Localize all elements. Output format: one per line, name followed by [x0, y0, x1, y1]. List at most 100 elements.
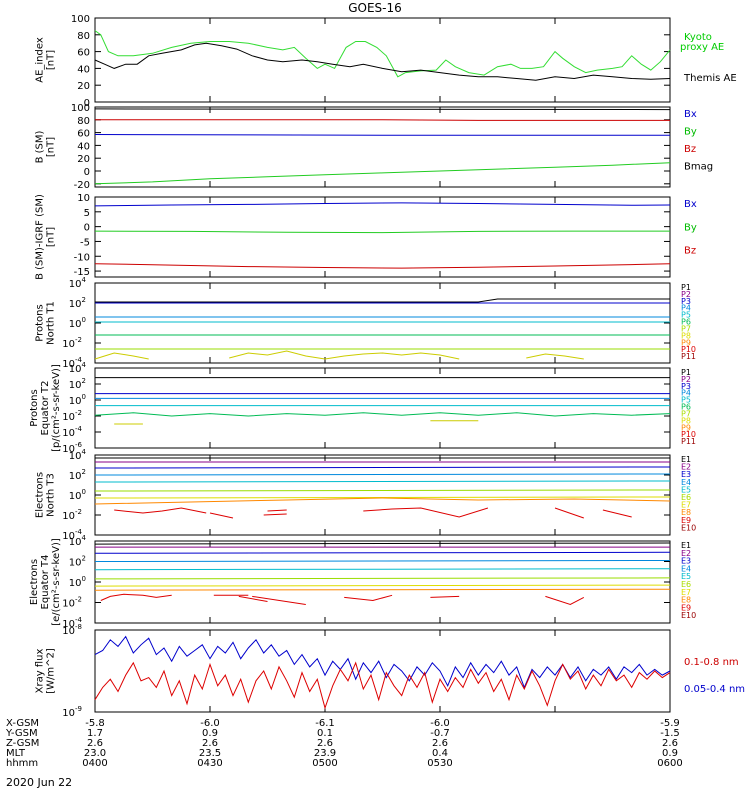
legend-entry: P2: [681, 375, 691, 384]
y-tick-label: 0: [84, 98, 90, 109]
series-line: [94, 661, 671, 710]
x-row-value: 0600: [657, 758, 682, 769]
series-line: [114, 507, 207, 514]
legend-entry: P5: [681, 396, 691, 405]
y-tick-label: -10: [74, 252, 90, 263]
legend-entry: E1: [681, 541, 691, 550]
legend-entry: E5: [681, 485, 691, 494]
legend-entry: Bx: [684, 199, 697, 210]
x-row-value: -1.5: [660, 728, 680, 739]
legend-entry: E5: [681, 572, 691, 581]
y-tick-label: 40: [77, 141, 90, 152]
legend-entry: P9: [681, 423, 691, 432]
y-axis-label: North T1: [46, 301, 57, 345]
legend-entry: P11: [681, 352, 696, 361]
y-tick-label: 100: [69, 575, 86, 589]
legend-entry: By: [684, 127, 697, 138]
y-tick-label: 80: [77, 116, 90, 127]
y-tick-label: 60: [77, 48, 90, 59]
y-tick-label: 0: [84, 223, 90, 234]
series-line: [209, 512, 234, 519]
series-line: [94, 263, 671, 269]
legend-entry: E2: [681, 549, 691, 558]
legend-entry: E6: [681, 580, 691, 589]
series-line: [94, 568, 671, 571]
legend-entry: E2: [681, 463, 691, 472]
legend-entry: E9: [681, 516, 691, 525]
panel-frame: [94, 196, 671, 278]
y-tick-label: 10-2: [62, 336, 82, 350]
y-tick-label: 20: [77, 81, 90, 92]
y-tick-label: 5: [84, 208, 90, 219]
panel-frame: [94, 17, 671, 103]
y-tick-label: -15: [74, 267, 90, 278]
y-tick-label: 102: [69, 468, 86, 482]
y-tick-label: 104: [69, 534, 87, 548]
y-axis-label: [nT]: [46, 227, 57, 247]
x-row-value: 2.6: [202, 738, 218, 749]
x-row-value: 0530: [427, 758, 452, 769]
series-line: [94, 42, 671, 81]
legend-entry: Bmag: [684, 162, 713, 173]
x-row-value: -6.0: [430, 718, 450, 729]
y-tick-label: 10-2: [62, 409, 82, 423]
series-line: [94, 584, 671, 587]
legend-entry: E4: [681, 478, 691, 487]
series-line: [94, 542, 671, 545]
series-line: [95, 298, 670, 303]
legend-entry: P1: [681, 283, 691, 292]
y-axis-label: Protons: [29, 389, 40, 426]
panel-frame: [94, 629, 671, 713]
legend-entry: By: [684, 222, 697, 233]
y-tick-label: 102: [69, 296, 86, 310]
legend-entry: Bz: [684, 246, 696, 257]
legend-entry: E8: [681, 596, 691, 605]
y-tick-label: 104: [69, 448, 87, 462]
legend-entry: P7: [681, 409, 691, 418]
y-tick-label: 10: [77, 193, 90, 204]
date-label: 2020 Jun 22: [6, 776, 73, 789]
x-row-label: Y-GSM: [5, 728, 38, 739]
x-row-value: 2.6: [432, 738, 448, 749]
series-line: [94, 412, 671, 417]
legend-entry: P8: [681, 416, 691, 425]
y-axis-label: [nT]: [46, 50, 57, 70]
series-line: [94, 588, 671, 591]
series-line: [263, 513, 287, 516]
y-axis-label: [e/(cm²-s-sr-keV)]: [51, 538, 62, 626]
y-tick-label: 100: [69, 316, 86, 330]
legend-entry: E3: [681, 557, 691, 566]
y-tick-label: 10-2: [62, 596, 82, 610]
legend-entry: E1: [681, 455, 691, 464]
series-line: [229, 350, 460, 360]
x-row-value: 0.9: [662, 748, 678, 759]
y-axis-label: [p/(cm²-s-sr-keV)]: [51, 364, 62, 452]
series-line: [94, 162, 671, 185]
y-tick-label: 102: [69, 555, 86, 569]
legend-entry: P2: [681, 290, 691, 299]
legend-entry: P8: [681, 331, 691, 340]
y-axis-label: Xray flux: [35, 649, 46, 694]
y-tick-label: 100: [69, 488, 86, 502]
y-axis-label: Equator T4: [40, 555, 51, 610]
legend-entry: P9: [681, 338, 691, 347]
series-line: [94, 352, 149, 360]
x-row-value: 23.0: [84, 748, 106, 759]
legend-entry: P1: [681, 368, 691, 377]
y-tick-label: 10-9: [62, 705, 82, 719]
legend-entry: E10: [681, 523, 696, 532]
y-tick-label: 10-4: [62, 425, 82, 439]
y-axis-label: Protons: [35, 304, 46, 341]
x-row-value: 0.1: [317, 728, 333, 739]
series-line: [94, 466, 671, 469]
y-tick-label: 80: [77, 31, 90, 42]
y-tick-label: 102: [69, 377, 86, 391]
legend-entry: Themis AE: [683, 73, 737, 84]
series-line: [430, 595, 460, 598]
legend-entry: E7: [681, 501, 691, 510]
panel-frame: [94, 282, 671, 364]
y-axis-label: Electrons: [35, 472, 46, 518]
